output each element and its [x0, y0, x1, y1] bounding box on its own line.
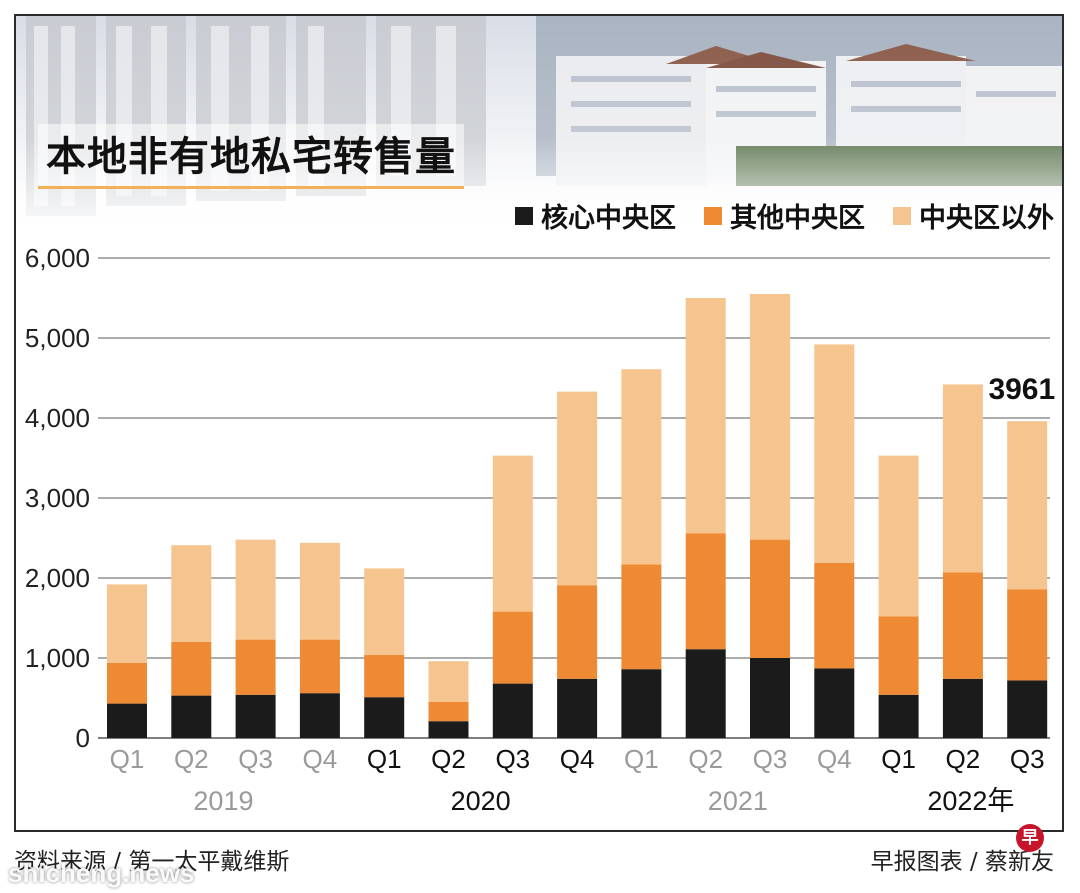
bar-segment-outside-central: [878, 455, 919, 617]
source-note: 资料来源 / 第一太平戴维斯: [14, 849, 290, 875]
bar-segment-rest-central: [428, 702, 469, 722]
x-tick-label: Q2: [688, 744, 723, 774]
legend-swatch-rest-central: [704, 206, 722, 225]
chart-frame: 本地非有地私宅转售量 核心中央区 其他中央区 中央区以外 0 1,000 2,000…: [14, 14, 1064, 832]
legend-label-core-central: 核心中央区: [541, 203, 676, 234]
bar-segment-rest-central: [750, 539, 790, 658]
bar-segment-outside-central: [814, 344, 855, 563]
bar-segment-core-central: [621, 669, 662, 738]
x-tick-label: Q2: [431, 744, 466, 774]
bar-segment-rest-central: [942, 572, 983, 679]
y-tick-label: 3,000: [25, 483, 90, 513]
y-tick-label: 5,000: [25, 323, 90, 353]
bar-segment-rest-central: [557, 585, 598, 679]
x-tick-label: Q4: [303, 744, 338, 774]
legend-item-outside-central: 中央区以外: [893, 196, 1054, 235]
zaobao-logo: 早: [1016, 824, 1044, 852]
bar-segment-outside-central: [750, 294, 790, 540]
bar-segment-core-central: [750, 658, 790, 738]
bar-segment-outside-central: [557, 391, 598, 586]
credit-note: 早报图表 / 蔡新友: [870, 849, 1054, 875]
x-tick-label: Q3: [753, 744, 788, 774]
bar-segment-core-central: [107, 703, 147, 738]
bar-segment-rest-central: [1007, 589, 1048, 681]
bar-segment-core-central: [1007, 680, 1048, 738]
bar-segment-rest-central: [878, 616, 919, 695]
title-block: 本地非有地私宅转售量: [38, 124, 464, 189]
value-annotation: 3961: [988, 373, 1055, 406]
bar-segment-outside-central: [235, 539, 276, 640]
y-tick-label: 4,000: [25, 403, 90, 433]
x-tick-label: Q4: [817, 744, 852, 774]
bar-segment-outside-central: [942, 384, 983, 573]
legend-swatch-outside-central: [893, 206, 911, 225]
bar-segment-outside-central: [299, 542, 340, 640]
bar-segment-rest-central: [171, 642, 212, 696]
chart-title: 本地非有地私宅转售量: [38, 124, 464, 189]
y-tick-label: 0: [76, 723, 90, 753]
watermark: shicheng.news: [8, 858, 195, 888]
y-tick-label: 2,000: [25, 563, 90, 593]
bar-segment-core-central: [235, 694, 276, 738]
x-tick-label: Q3: [495, 744, 530, 774]
bar-segment-core-central: [814, 668, 855, 738]
x-tick-label: Q1: [367, 744, 402, 774]
legend-label-outside-central: 中央区以外: [919, 203, 1054, 234]
x-tick-label: Q4: [560, 744, 595, 774]
x-tick-label: Q3: [1010, 744, 1045, 774]
y-tick-label: 6,000: [25, 243, 90, 273]
bar-segment-core-central: [428, 721, 469, 738]
bar-segment-outside-central: [428, 661, 469, 702]
bar-segment-rest-central: [299, 639, 340, 694]
x-tick-label: Q2: [174, 744, 209, 774]
bar-segment-rest-central: [364, 654, 405, 698]
bar-segment-outside-central: [492, 455, 533, 612]
x-tick-label: Q1: [110, 744, 145, 774]
x-tick-label: Q1: [881, 744, 916, 774]
x-tick-label: Q3: [238, 744, 273, 774]
bar-segment-core-central: [171, 695, 212, 738]
bar-segment-core-central: [492, 683, 533, 738]
bar-segment-core-central: [299, 693, 340, 738]
bar-segment-outside-central: [685, 298, 726, 534]
bar-segment-outside-central: [107, 584, 147, 663]
x-tick-label: Q2: [946, 744, 981, 774]
bar-segment-outside-central: [364, 568, 405, 655]
legend-item-core-central: 核心中央区: [515, 196, 676, 235]
year-label: 2021: [708, 786, 768, 816]
bar-segment-rest-central: [235, 639, 276, 695]
y-tick-label: 1,000: [25, 643, 90, 673]
year-label: 2020: [451, 786, 511, 816]
year-label: 2019: [193, 786, 253, 816]
bar-segment-rest-central: [492, 611, 533, 684]
bar-segment-rest-central: [621, 564, 662, 670]
bar-chart: 0 1,000 2,000 3,000 4,000 5,000 6,000 Q1 Q2 Q3 Q4 Q…: [25, 243, 1055, 816]
bar-segment-outside-central: [171, 545, 212, 642]
bar-segment-rest-central: [814, 562, 855, 669]
bar-segment-rest-central: [107, 662, 147, 704]
legend-swatch-core-central: [515, 206, 533, 225]
bar-segment-core-central: [364, 697, 405, 738]
year-label: 2022年: [927, 786, 1014, 816]
bar-segment-core-central: [557, 678, 598, 738]
bar-segment-core-central: [878, 694, 919, 738]
bar-segment-core-central: [942, 678, 983, 738]
legend: 核心中央区 其他中央区 中央区以外: [515, 196, 1054, 235]
bar-segment-outside-central: [621, 369, 662, 565]
bar-segment-rest-central: [685, 533, 726, 650]
legend-label-rest-central: 其他中央区: [730, 203, 865, 234]
x-tick-label: Q1: [624, 744, 659, 774]
legend-item-rest-central: 其他中央区: [704, 196, 865, 235]
bar-segment-core-central: [685, 649, 726, 738]
bar-segment-outside-central: [1007, 421, 1048, 590]
